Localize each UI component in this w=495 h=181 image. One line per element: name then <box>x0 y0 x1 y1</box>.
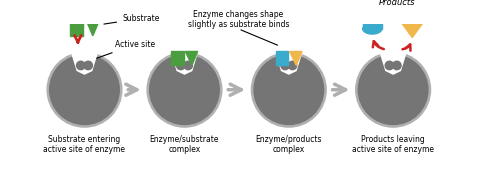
Polygon shape <box>380 51 406 74</box>
Text: Enzyme changes shape
slightly as substrate binds: Enzyme changes shape slightly as substra… <box>188 10 289 29</box>
Circle shape <box>358 55 428 125</box>
Circle shape <box>84 61 93 70</box>
Circle shape <box>281 61 289 70</box>
Text: Substrate entering
active site of enzyme: Substrate entering active site of enzyme <box>44 135 125 154</box>
Polygon shape <box>363 29 382 34</box>
Circle shape <box>147 52 222 127</box>
Polygon shape <box>276 51 288 65</box>
FancyArrowPatch shape <box>373 41 384 49</box>
Polygon shape <box>363 24 382 29</box>
Circle shape <box>356 52 431 127</box>
Polygon shape <box>171 51 184 65</box>
Circle shape <box>47 52 122 127</box>
Text: Enzyme/products
complex: Enzyme/products complex <box>255 135 322 154</box>
FancyArrowPatch shape <box>228 84 241 95</box>
Polygon shape <box>86 20 99 36</box>
Text: Enzyme/substrate
complex: Enzyme/substrate complex <box>149 135 219 154</box>
Polygon shape <box>290 51 302 65</box>
FancyArrowPatch shape <box>75 35 81 42</box>
Circle shape <box>184 61 193 70</box>
Text: Active site: Active site <box>97 40 155 58</box>
Circle shape <box>251 52 326 127</box>
Polygon shape <box>185 51 198 65</box>
Circle shape <box>177 61 185 70</box>
Polygon shape <box>69 20 83 36</box>
Circle shape <box>288 61 297 70</box>
Circle shape <box>77 61 85 70</box>
Text: Substrate: Substrate <box>104 14 159 24</box>
FancyArrowPatch shape <box>126 84 137 95</box>
Text: Products leaving
active site of enzyme: Products leaving active site of enzyme <box>352 135 434 154</box>
Polygon shape <box>171 51 198 74</box>
Circle shape <box>393 61 401 70</box>
Polygon shape <box>363 18 382 29</box>
FancyArrowPatch shape <box>402 45 410 51</box>
Circle shape <box>50 55 119 125</box>
Text: Products: Products <box>379 0 416 7</box>
FancyArrowPatch shape <box>333 84 346 95</box>
Circle shape <box>385 61 394 70</box>
Polygon shape <box>276 51 302 74</box>
Circle shape <box>254 55 324 125</box>
Circle shape <box>149 55 219 125</box>
Polygon shape <box>398 18 426 37</box>
Polygon shape <box>71 51 98 74</box>
